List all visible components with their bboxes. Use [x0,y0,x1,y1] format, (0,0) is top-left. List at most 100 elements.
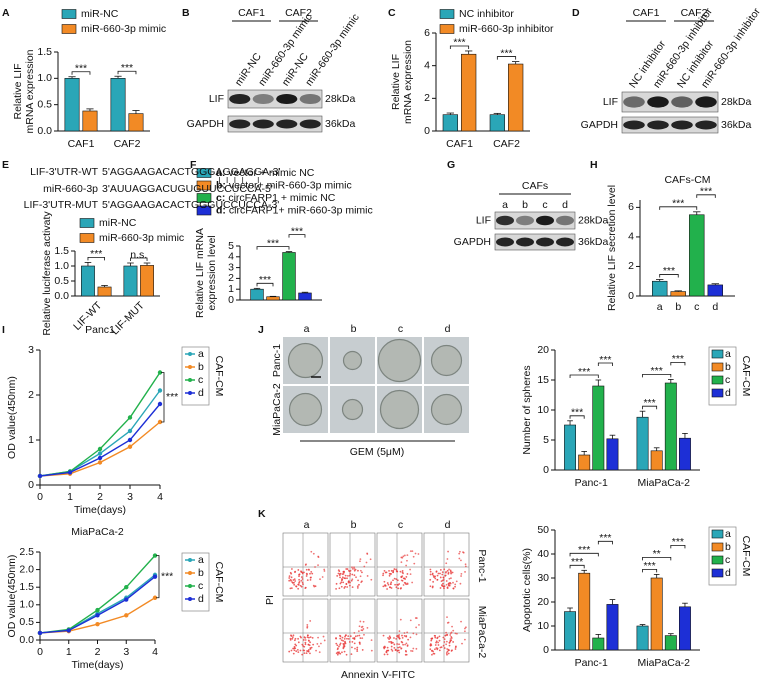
legend-name: d: [216,204,226,216]
event [359,575,362,578]
bar [578,572,591,651]
event [298,582,300,584]
y-tick-label: 0 [628,290,634,302]
bar [489,114,505,132]
event [336,648,339,651]
event [295,650,298,653]
event [309,579,312,581]
event [445,570,448,573]
event [464,565,467,568]
x-tick-label: Panc-1 [575,657,608,669]
event [304,586,307,589]
blot-size-label: 28kDa [578,214,609,226]
event [297,583,300,586]
event [366,575,369,577]
event [398,634,401,636]
event [298,575,300,578]
bar [592,385,605,471]
legend-label: a [725,348,731,360]
event [437,641,439,644]
event [339,635,342,638]
event [337,652,340,655]
event [435,570,438,573]
y-tick-label: 5 [543,434,549,446]
event [390,645,393,648]
event [351,578,354,581]
event [340,585,343,588]
y-axis-label: OD value(450nm) [6,555,18,638]
point [97,451,103,456]
blot-band [252,93,274,105]
event [353,567,356,570]
point [67,470,73,475]
panel-label: H [590,159,598,171]
legend-label: miR-NC [99,217,137,229]
event [346,637,348,640]
event [298,578,301,581]
event [301,578,304,580]
event [384,571,387,574]
significance-bracket [130,257,148,261]
y-tick-label: 2.5 [19,546,34,558]
event [450,577,452,580]
column-label: d [445,323,451,335]
significance-bracket [659,274,679,278]
event [345,583,348,585]
event [291,581,294,584]
event [447,572,450,575]
y-tick-label: 50 [537,524,549,536]
event [301,643,304,646]
event [359,637,362,640]
event [390,572,392,575]
significance-label: *** [291,225,303,237]
blot-strip [621,91,719,113]
event [289,571,292,574]
significance-label: *** [651,365,663,377]
x-axis-label: Time(days) [71,659,123,671]
legend-label: a [198,348,204,360]
event [409,550,412,553]
event [391,649,394,652]
event [314,566,316,568]
significance-bracket [597,540,613,545]
event [289,587,292,590]
y-tick-label: 2 [228,272,234,284]
significance-label: n.s. [130,249,147,261]
y-axis-label: Relative LIF mRNA [194,228,206,318]
event [446,558,449,560]
event [349,573,352,575]
event [445,640,448,643]
x-tick-label: 3 [127,491,133,503]
y-tick-label: 1 [228,283,234,295]
event [406,583,409,586]
event [341,651,343,654]
event [360,626,363,629]
row-label: MiaPaCa-2 [271,383,283,436]
event [303,645,306,648]
blot-size-label: 28kDa [721,96,752,108]
event [429,644,432,647]
y-tick-label: 0.5 [37,98,52,110]
event [339,643,341,646]
event [293,583,296,586]
y-tick-label: 1.0 [54,260,69,272]
event [316,643,319,645]
event [460,620,462,623]
x-tick-label: CAF2 [114,138,141,150]
blot-strip [621,116,719,134]
column-label: c [398,323,403,335]
legend-swatch [711,349,724,359]
x-tick-label: 3 [123,646,129,658]
event [321,576,324,578]
event [399,587,402,590]
legend-marker [188,391,192,395]
y-tick-label: 0 [228,294,234,306]
legend-marker [188,558,192,562]
event [436,578,439,581]
legend-swatch [439,24,455,34]
event [402,572,404,575]
blot-band [516,215,534,226]
y-tick-label: 2.0 [19,563,34,575]
